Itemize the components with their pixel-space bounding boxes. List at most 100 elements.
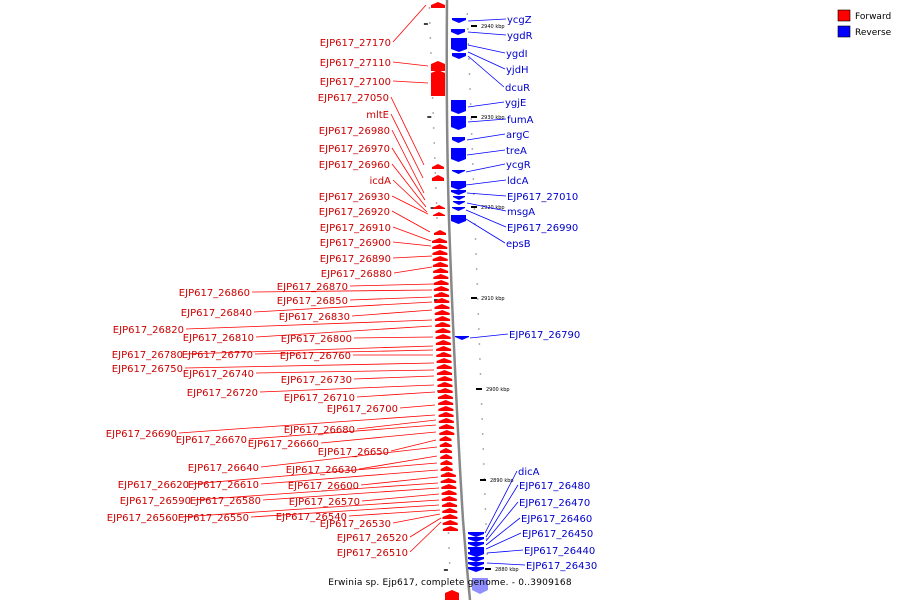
track-dot (433, 142, 436, 144)
forward-connector (399, 404, 436, 409)
reverse-gene (452, 170, 465, 174)
forward-connector (392, 61, 429, 67)
track-dot (475, 253, 477, 255)
forward-gene (431, 61, 445, 71)
reverse-gene (451, 148, 466, 162)
forward-connector (356, 391, 436, 398)
track-dot (485, 523, 487, 525)
forward-connector (392, 179, 428, 213)
reverse-connector (466, 149, 506, 156)
forward-gene (434, 230, 446, 235)
reverse-gene-label: ygdI (506, 49, 528, 60)
forward-gene-label: EJP617_26930 (319, 192, 390, 203)
forward-connector (190, 462, 438, 485)
reverse-connector (467, 55, 505, 88)
forward-connector (391, 210, 431, 233)
forward-connector (358, 455, 438, 470)
track-dot (474, 238, 477, 240)
reverse-gene (468, 537, 484, 542)
reverse-gene-label: EJP617_26990 (507, 223, 578, 234)
forward-gene (445, 590, 459, 600)
reverse-gene (470, 547, 484, 557)
forward-gene (433, 205, 445, 209)
forward-gene-label: EJP617_26750 (112, 364, 183, 375)
forward-connector (392, 255, 433, 259)
reverse-gene-label: treA (506, 146, 527, 157)
forward-connector (178, 414, 436, 434)
track-dot (470, 118, 473, 120)
reverse-gene-label: EJP617_26430 (526, 561, 597, 572)
forward-gene (440, 472, 456, 477)
forward-gene-label: EJP617_26640 (188, 463, 259, 474)
track-dot (430, 52, 432, 54)
track-dot (472, 178, 475, 180)
forward-connector (255, 369, 435, 374)
forward-connector (393, 266, 433, 274)
forward-gene-label: EJP617_26520 (337, 533, 408, 544)
forward-gene (437, 376, 453, 381)
forward-gene (432, 250, 448, 255)
forward-gene-label: EJP617_26580 (190, 496, 261, 507)
reverse-gene (451, 116, 466, 130)
forward-gene-label: EJP617_26820 (113, 325, 184, 336)
track-dot (486, 553, 488, 555)
reverse-gene-label: ldcA (507, 176, 529, 187)
forward-connector (392, 513, 441, 524)
forward-gene (433, 274, 449, 279)
forward-gene (439, 442, 452, 447)
reverse-gene-label: ycgZ (507, 15, 532, 26)
forward-gene (434, 304, 450, 309)
track-dot (469, 103, 472, 105)
reverse-connector (466, 133, 506, 141)
connectors-layer (178, 4, 526, 566)
forward-connector (192, 482, 439, 501)
forward-gene (434, 316, 450, 321)
reverse-gene-label: dcuR (505, 83, 530, 94)
forward-gene-label: EJP617_26800 (281, 334, 352, 345)
forward-gene (437, 382, 453, 387)
forward-gene-label: EJP617_26710 (284, 393, 355, 404)
reverse-gene (451, 100, 466, 114)
reverse-gene (468, 557, 484, 562)
forward-gene (441, 490, 457, 495)
forward-gene (440, 454, 453, 459)
forward-gene-label: EJP617_26860 (179, 288, 250, 299)
forward-connector (391, 147, 426, 201)
forward-connector (356, 419, 437, 430)
reverse-gene (472, 578, 488, 594)
forward-gene (442, 502, 458, 507)
track-dot (428, 7, 431, 9)
reverse-gene (455, 336, 469, 340)
forward-gene (435, 328, 451, 333)
forward-gene (440, 466, 453, 471)
forward-gene (434, 310, 450, 315)
forward-gene (431, 70, 445, 96)
reverse-legend-label: Reverse (855, 28, 892, 38)
reverse-connector (469, 333, 509, 339)
track-dot (429, 37, 432, 39)
reverse-connector (467, 44, 506, 54)
forward-connector (353, 375, 435, 380)
track-dot (431, 97, 434, 99)
reverse-connector (485, 484, 519, 538)
forward-gene-label: EJP617_26880 (321, 269, 392, 280)
track-dot (434, 172, 437, 174)
forward-gene (432, 256, 448, 261)
reverse-gene (452, 207, 465, 211)
forward-gene (438, 418, 454, 423)
track-dot (476, 298, 479, 300)
forward-gene (433, 212, 445, 216)
forward-connector (390, 96, 425, 166)
forward-connector (391, 129, 425, 194)
forward-connector (392, 226, 432, 242)
forward-gene (442, 508, 458, 513)
reverse-connector (465, 209, 507, 228)
forward-gene (441, 478, 457, 483)
forward-gene (432, 238, 447, 243)
forward-gene-label: EJP617_26850 (277, 296, 348, 307)
reverse-gene (468, 532, 484, 537)
track-dot (466, 13, 469, 15)
reverse-gene-label: ygdR (507, 31, 533, 42)
reverse-gene-label: yjdH (506, 65, 529, 76)
